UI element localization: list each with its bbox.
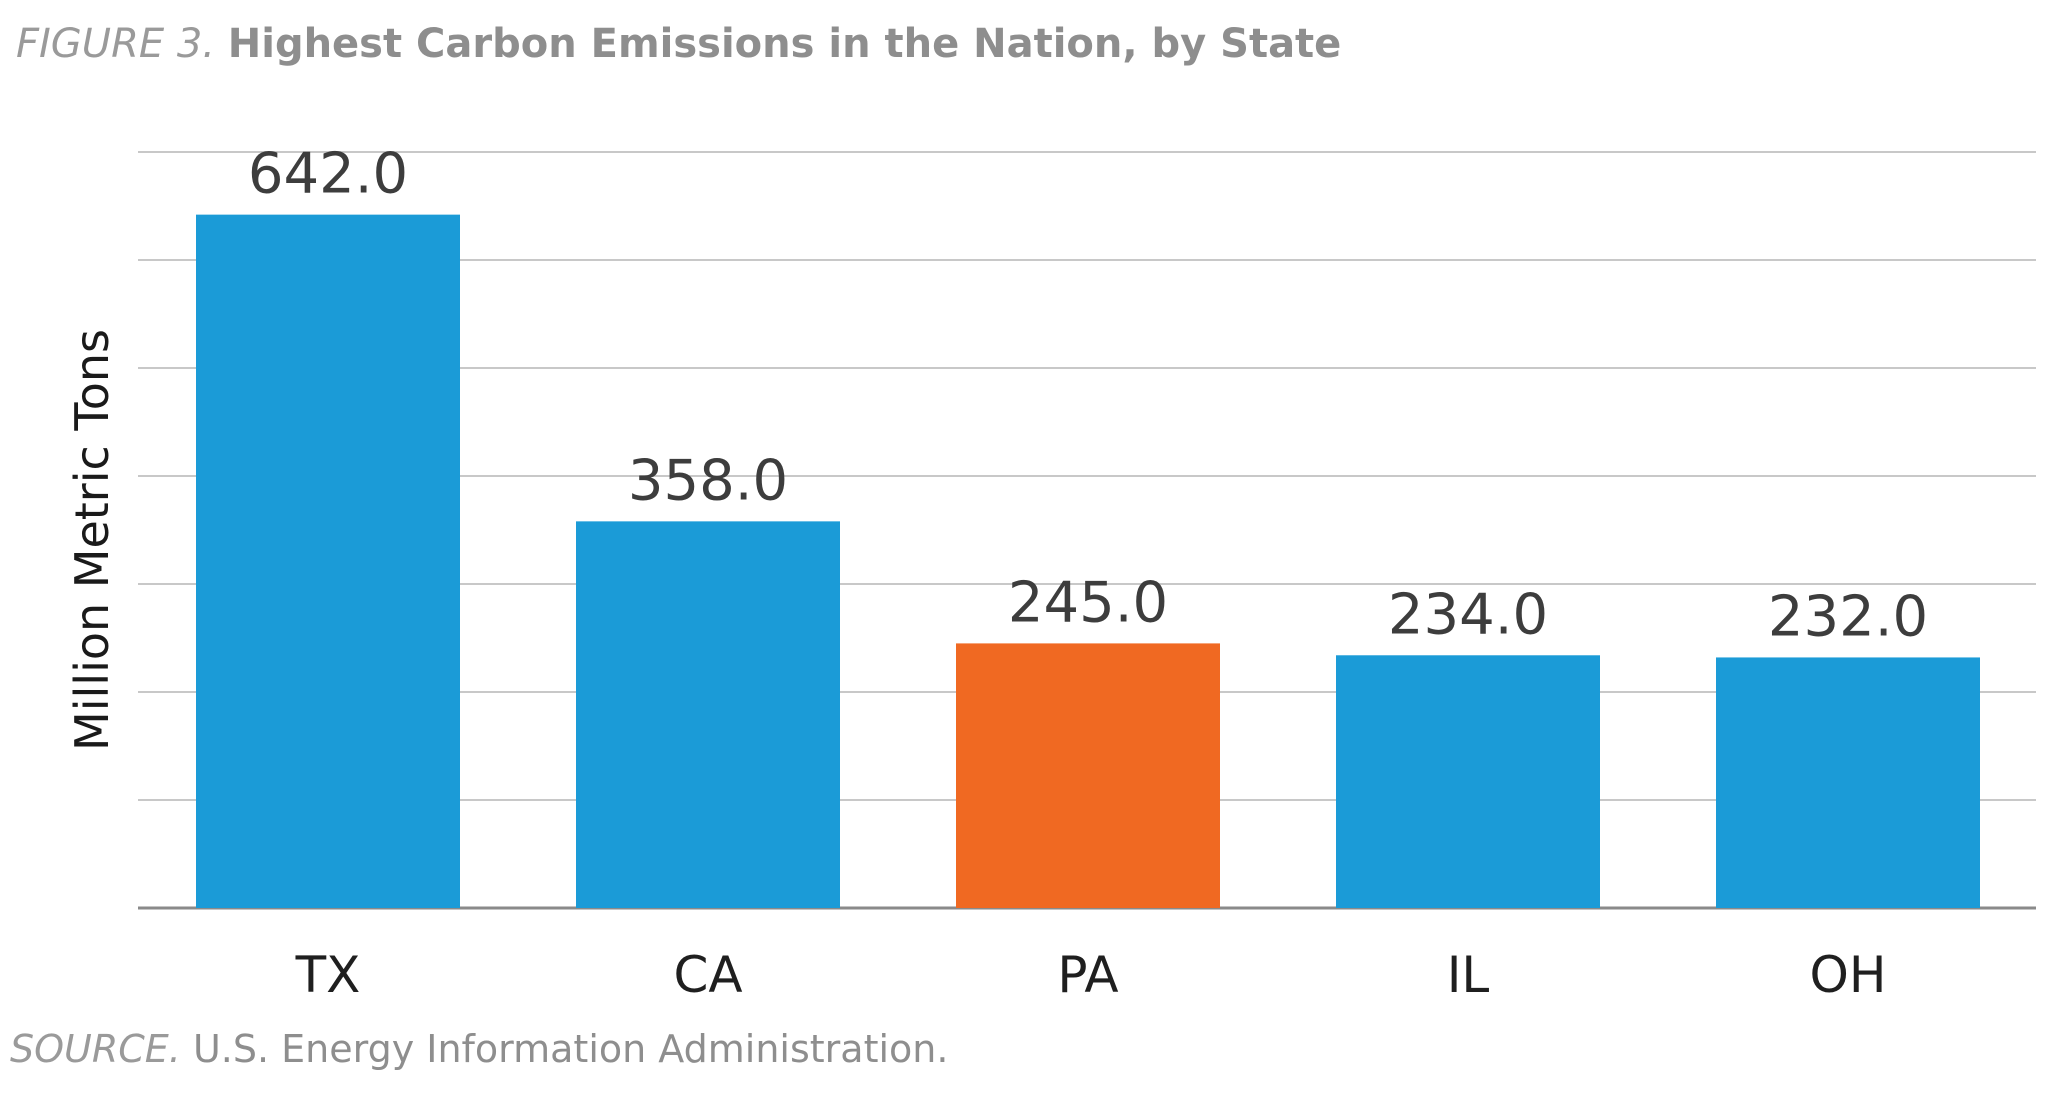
source-note: SOURCE. U.S. Energy Information Administ…	[10, 1024, 948, 1074]
source-label: SOURCE.	[10, 1027, 181, 1071]
x-tick-label-pa: PA	[1057, 946, 1118, 1004]
bar-ca	[576, 521, 840, 908]
x-tick-label-oh: OH	[1810, 946, 1887, 1004]
x-tick-label-ca: CA	[673, 946, 742, 1004]
value-label-tx: 642.0	[248, 142, 408, 207]
x-tick-label-tx: TX	[295, 946, 361, 1004]
value-label-pa: 245.0	[1008, 570, 1168, 635]
value-label-il: 234.0	[1388, 582, 1548, 647]
bar-oh	[1716, 657, 1980, 908]
bar-pa	[956, 643, 1220, 908]
value-label-ca: 358.0	[628, 448, 788, 513]
value-labels: 642.0 358.0 245.0 234.0 232.0	[248, 142, 1928, 650]
figure-title: FIGURE 3. Highest Carbon Emissions in th…	[16, 18, 1341, 70]
bar-tx	[196, 214, 460, 908]
bars	[196, 214, 1980, 908]
source-text: U.S. Energy Information Administration.	[192, 1027, 949, 1071]
x-tick-labels: TX CA PA IL OH	[295, 946, 1887, 1004]
bar-il	[1336, 655, 1600, 908]
figure-label: FIGURE 3.	[16, 21, 216, 67]
y-axis-title: Million Metric Tons	[65, 329, 119, 751]
x-tick-label-il: IL	[1447, 946, 1490, 1004]
chart-title: Highest Carbon Emissions in the Nation, …	[227, 21, 1342, 67]
value-label-oh: 232.0	[1768, 584, 1928, 649]
